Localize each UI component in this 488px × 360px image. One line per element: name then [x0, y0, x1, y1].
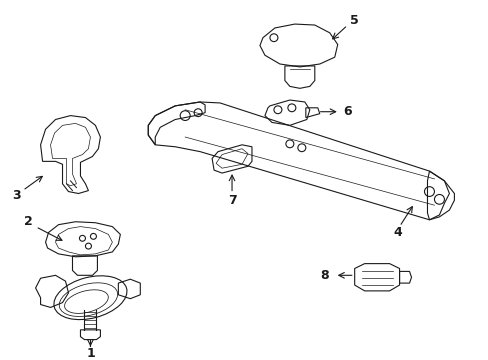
Text: 8: 8 [320, 269, 328, 282]
Text: 5: 5 [349, 14, 358, 27]
Text: 3: 3 [12, 189, 21, 202]
Text: 4: 4 [392, 226, 401, 239]
Text: 2: 2 [24, 215, 33, 228]
Text: 7: 7 [227, 194, 236, 207]
Text: 1: 1 [86, 347, 95, 360]
Text: 6: 6 [343, 105, 351, 118]
